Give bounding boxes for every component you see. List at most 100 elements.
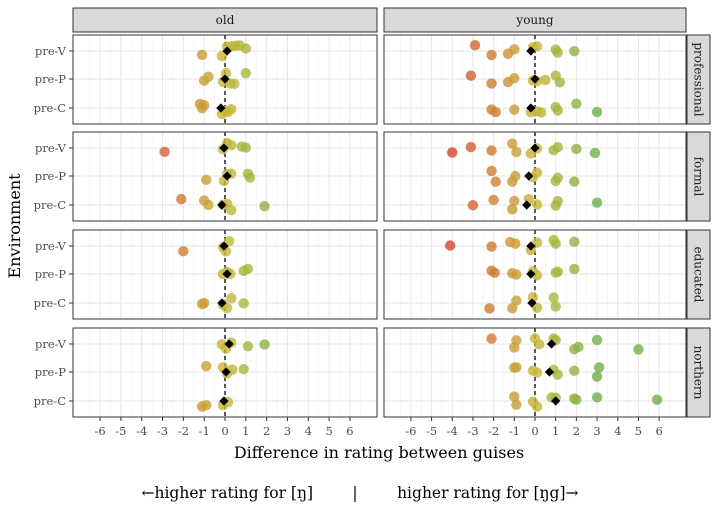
data-point <box>651 394 663 405</box>
mean-marker <box>221 367 231 377</box>
mean-marker <box>546 339 557 349</box>
mean-marker <box>530 74 540 84</box>
data-point <box>591 334 603 346</box>
data-point <box>552 195 563 207</box>
mean-marker <box>224 339 234 349</box>
panel-border <box>383 131 687 222</box>
data-point <box>511 335 522 346</box>
x-tick-label: 0 <box>221 424 228 438</box>
data-point <box>507 204 518 215</box>
data-point <box>486 241 497 252</box>
data-point <box>223 236 235 247</box>
data-point <box>490 176 501 187</box>
row-strip-label: formal <box>692 157 706 197</box>
data-point <box>465 141 477 153</box>
data-point <box>554 77 566 88</box>
data-point <box>242 341 254 352</box>
caption-right: higher rating for [ŋg]→ <box>397 484 579 502</box>
data-point <box>593 362 605 373</box>
mean-marker <box>222 46 232 56</box>
mean-marker <box>526 241 536 251</box>
x-tick-label: -4 <box>136 424 147 438</box>
x-tick-label: 1 <box>552 424 559 438</box>
mean-marker <box>524 171 534 181</box>
data-point <box>221 302 233 314</box>
data-point <box>569 263 580 275</box>
row-strip-educated <box>686 229 711 320</box>
row-strip-professional <box>686 34 711 125</box>
data-point <box>159 146 170 158</box>
data-point <box>552 142 563 153</box>
data-point <box>531 270 543 281</box>
data-point <box>531 167 543 178</box>
x-axis-title: Difference in rating between guises <box>234 443 524 462</box>
data-point <box>573 341 584 353</box>
x-tick-label: -1 <box>509 424 520 438</box>
x-tick-label: 3 <box>593 424 600 438</box>
column-strip-label: young <box>515 13 553 27</box>
mean-marker <box>527 298 537 308</box>
y-tick-label: pre-C <box>34 101 67 115</box>
data-point <box>510 170 521 182</box>
x-tick-label: 2 <box>263 424 270 438</box>
data-point <box>486 165 497 177</box>
mean-marker <box>217 200 227 210</box>
data-point <box>467 200 479 211</box>
y-tick-label: pre-P <box>35 169 67 183</box>
mean-marker <box>526 103 536 113</box>
y-tick-label: pre-C <box>34 394 67 408</box>
panel-border <box>383 229 687 320</box>
data-point <box>569 46 580 57</box>
data-point <box>226 204 237 216</box>
row-strip-label: professional <box>692 42 706 116</box>
data-point <box>571 143 582 155</box>
data-point <box>509 104 520 115</box>
direction-caption: ←higher rating for [ŋ] | higher rating f… <box>0 484 720 502</box>
data-point <box>196 49 208 61</box>
x-tick-label: 0 <box>531 424 538 438</box>
data-point <box>507 303 518 314</box>
data-point <box>533 339 545 350</box>
mean-marker <box>526 269 536 279</box>
data-point <box>511 399 522 410</box>
x-tick-label: -3 <box>467 424 478 438</box>
data-point <box>531 302 543 313</box>
caption-left: ←higher rating for [ŋ] <box>141 484 314 502</box>
mean-marker <box>219 396 229 406</box>
mean-marker <box>219 241 229 251</box>
data-point <box>511 146 522 158</box>
mean-marker <box>219 143 229 153</box>
data-point <box>484 303 495 314</box>
data-point <box>238 298 249 309</box>
data-point <box>509 195 520 207</box>
axes: pre-V pre-P pre-C pre-V pre-P pre-C pre-V pre-P… <box>34 44 663 438</box>
data-point <box>509 44 520 55</box>
facet-strips: old young professional formal educated northe… <box>72 7 711 418</box>
data-point <box>569 236 580 248</box>
data-point <box>531 401 543 412</box>
data-point <box>509 391 520 402</box>
data-point <box>259 201 270 212</box>
y-tick-label: pre-P <box>35 72 67 86</box>
x-tick-label: 1 <box>242 424 249 438</box>
data-point <box>511 362 522 373</box>
data-point <box>569 176 580 187</box>
data-point <box>242 263 254 275</box>
data-point <box>488 194 499 206</box>
x-tick-label: 5 <box>325 424 332 438</box>
data-point <box>176 193 187 205</box>
x-tick-label: 6 <box>346 424 353 438</box>
mean-marker <box>522 200 532 210</box>
row-strip-formal <box>686 131 711 222</box>
row-strip-northern <box>686 327 711 418</box>
data-point <box>509 73 520 84</box>
x-tick-label: -5 <box>426 424 437 438</box>
x-tick-label: -5 <box>115 424 126 438</box>
x-tick-label: 4 <box>305 424 312 438</box>
data-point <box>591 392 603 403</box>
data-point <box>203 199 214 211</box>
y-tick-label: pre-V <box>35 44 67 58</box>
mean-marker <box>220 74 230 84</box>
mean-marker <box>544 367 555 377</box>
data-point <box>550 301 561 312</box>
